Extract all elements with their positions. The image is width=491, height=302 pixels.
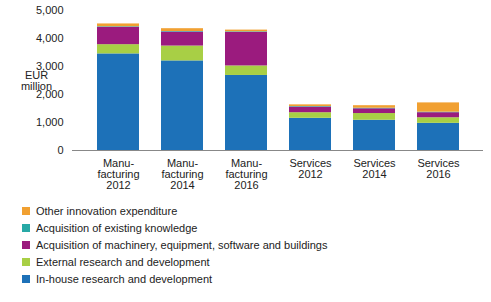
svg-text:2,000: 2,000	[36, 88, 64, 100]
svg-text:Manu-facturing2016: Manu-facturing2016	[225, 157, 267, 191]
svg-text:EURmillion: EURmillion	[21, 69, 52, 92]
svg-text:3,000: 3,000	[36, 60, 64, 72]
html-text:Acquisition of machinery, equi: Acquisition of machinery, equipment, sof…	[36, 238, 328, 251]
html-text:In-house research and developm: In-house research and development	[36, 272, 213, 285]
html-text:Other innovation expenditure: Other innovation expenditure	[36, 204, 178, 217]
svg-text:Manu-facturing2012: Manu-facturing2012	[97, 157, 139, 191]
svg-text:0: 0	[57, 144, 63, 156]
svg-text:Manu-facturing2014: Manu-facturing2014	[161, 157, 203, 191]
svg-text:Services2014: Services2014	[353, 157, 396, 180]
svg-text:Services2016: Services2016	[417, 157, 460, 180]
svg-text:5,000: 5,000	[36, 4, 64, 16]
svg-text:1,000: 1,000	[36, 116, 64, 128]
svg-text:Services2012: Services2012	[289, 157, 332, 180]
html-text:External research and developm: External research and development	[36, 255, 210, 268]
svg-text:4,000: 4,000	[36, 32, 64, 44]
html-text:Acquisition of existing knowle: Acquisition of existing knowledge	[36, 221, 198, 234]
